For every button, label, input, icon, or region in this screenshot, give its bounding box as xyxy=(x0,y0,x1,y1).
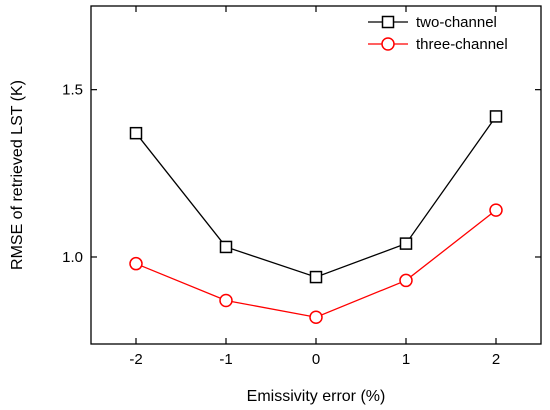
data-point xyxy=(309,270,323,284)
legend: two-channel three-channel xyxy=(368,14,508,53)
x-axis-title: Emissivity error (%) xyxy=(247,388,386,405)
y-tick-label: 1.5 xyxy=(62,82,83,99)
data-point xyxy=(489,110,503,123)
x-tick-label: -1 xyxy=(219,351,232,368)
legend-marker xyxy=(381,15,395,29)
x-tick-label: 2 xyxy=(492,351,500,368)
y-axis-title: RMSE of retrieved LST (K) xyxy=(9,80,26,270)
data-point xyxy=(309,310,323,324)
data-point xyxy=(489,203,503,217)
data-point xyxy=(219,293,233,308)
legend-item: two-channel xyxy=(368,14,497,31)
plot-frame xyxy=(90,5,542,345)
data-point xyxy=(399,237,413,250)
data-point xyxy=(399,273,413,288)
legend-item: three-channel xyxy=(368,36,508,53)
series-two-channel xyxy=(129,110,503,284)
series-three-channel xyxy=(129,203,503,324)
data-point xyxy=(129,126,143,140)
legend-label: three-channel xyxy=(416,36,508,53)
data-point xyxy=(129,256,143,271)
series-layer xyxy=(129,110,503,324)
legend-marker xyxy=(381,37,395,51)
x-tick-label: 0 xyxy=(312,351,320,368)
x-tick-label: -2 xyxy=(129,351,142,368)
data-point xyxy=(219,240,233,254)
y-tick-label: 1.0 xyxy=(62,249,83,266)
axes: -2 -1 0 1 2 1.0 1.5 xyxy=(62,6,541,368)
series-line xyxy=(135,209,497,318)
legend-label: two-channel xyxy=(416,14,497,31)
x-tick-label: 1 xyxy=(402,351,410,368)
